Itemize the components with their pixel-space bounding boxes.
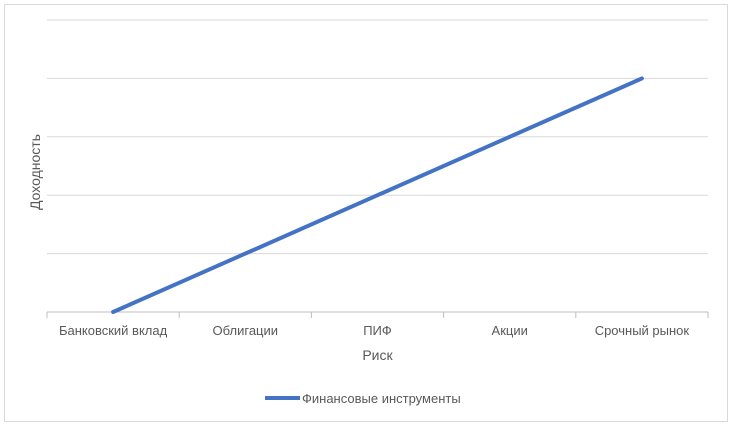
x-tick-label: Банковский вклад [59, 323, 168, 338]
x-tick-labels: Банковский вклад Облигации ПИФ Акции Срочный… [59, 323, 689, 338]
x-tick-label: Срочный рынок [595, 323, 690, 338]
x-tick-label: ПИФ [363, 323, 392, 338]
chart-frame [4, 4, 728, 422]
legend: Финансовые инструменты [265, 391, 461, 406]
x-axis [46, 312, 709, 318]
gridlines [47, 19, 708, 313]
x-axis-title: Риск [362, 347, 393, 363]
x-tick-label: Облигации [213, 323, 278, 338]
series-line [111, 76, 644, 314]
y-axis-title: Доходность [27, 134, 43, 210]
legend-label: Финансовые инструменты [302, 391, 461, 406]
series-layer [111, 76, 644, 314]
x-tick-label: Акции [492, 323, 528, 338]
